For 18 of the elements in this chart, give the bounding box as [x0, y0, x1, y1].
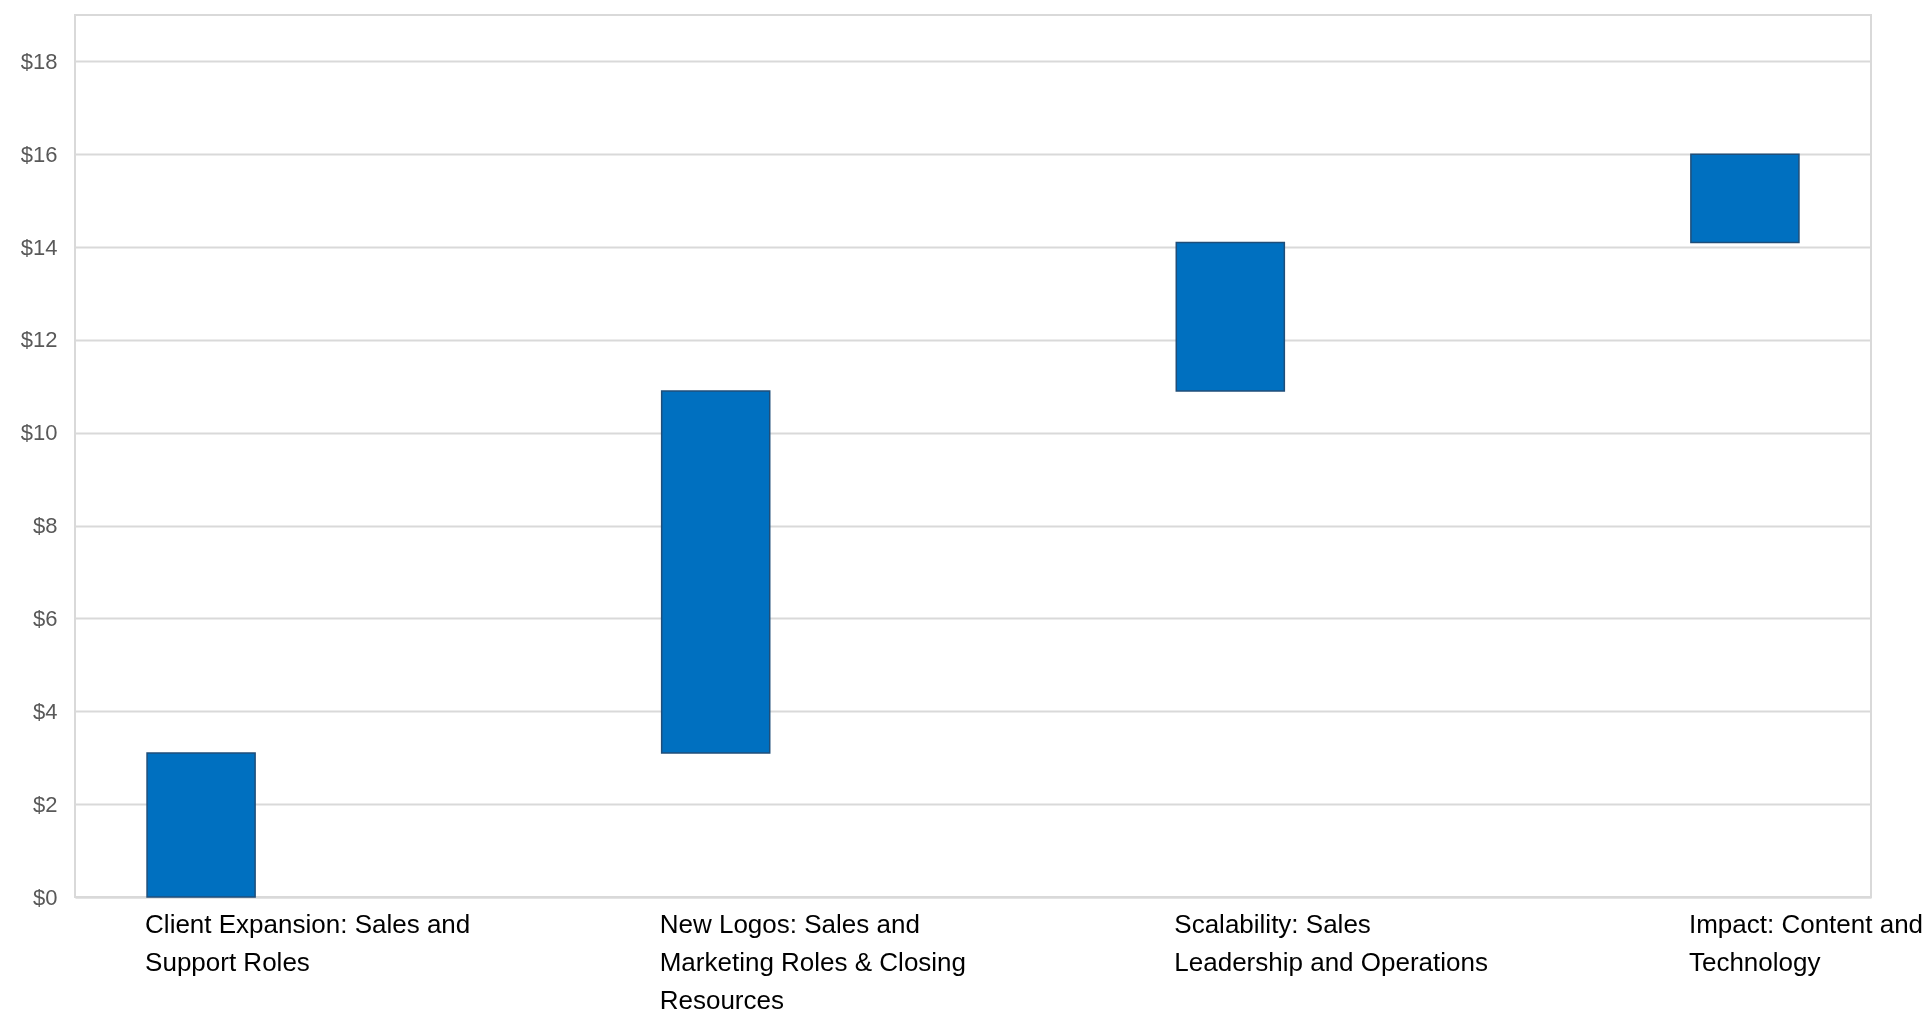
y-tick-label: $8	[33, 513, 58, 539]
y-tick-label: $6	[33, 605, 58, 631]
x-tick-label: Client Expansion: Sales and Support Roles	[145, 908, 471, 977]
y-tick-label: $2	[33, 791, 58, 817]
y-tick-label: $0	[33, 884, 58, 910]
x-tick-label: New Logos: Sales and Marketing Roles & Closing Resources	[659, 908, 967, 1015]
x-tick-label: Impact: Content and Technology	[1688, 908, 1924, 977]
y-tick-label: $14	[20, 234, 58, 260]
bar	[660, 390, 771, 754]
y-tick-label: $4	[33, 698, 58, 724]
y-tick-label: $10	[20, 420, 58, 446]
bar	[1690, 153, 1800, 244]
y-tick-label: $16	[20, 141, 58, 167]
y-tick-label: $12	[20, 327, 58, 353]
bar	[146, 752, 256, 898]
bar	[1175, 241, 1286, 392]
y-tick-label: $18	[20, 48, 58, 74]
x-tick-label: Scalability: Sales Leadership and Operations	[1174, 908, 1488, 977]
